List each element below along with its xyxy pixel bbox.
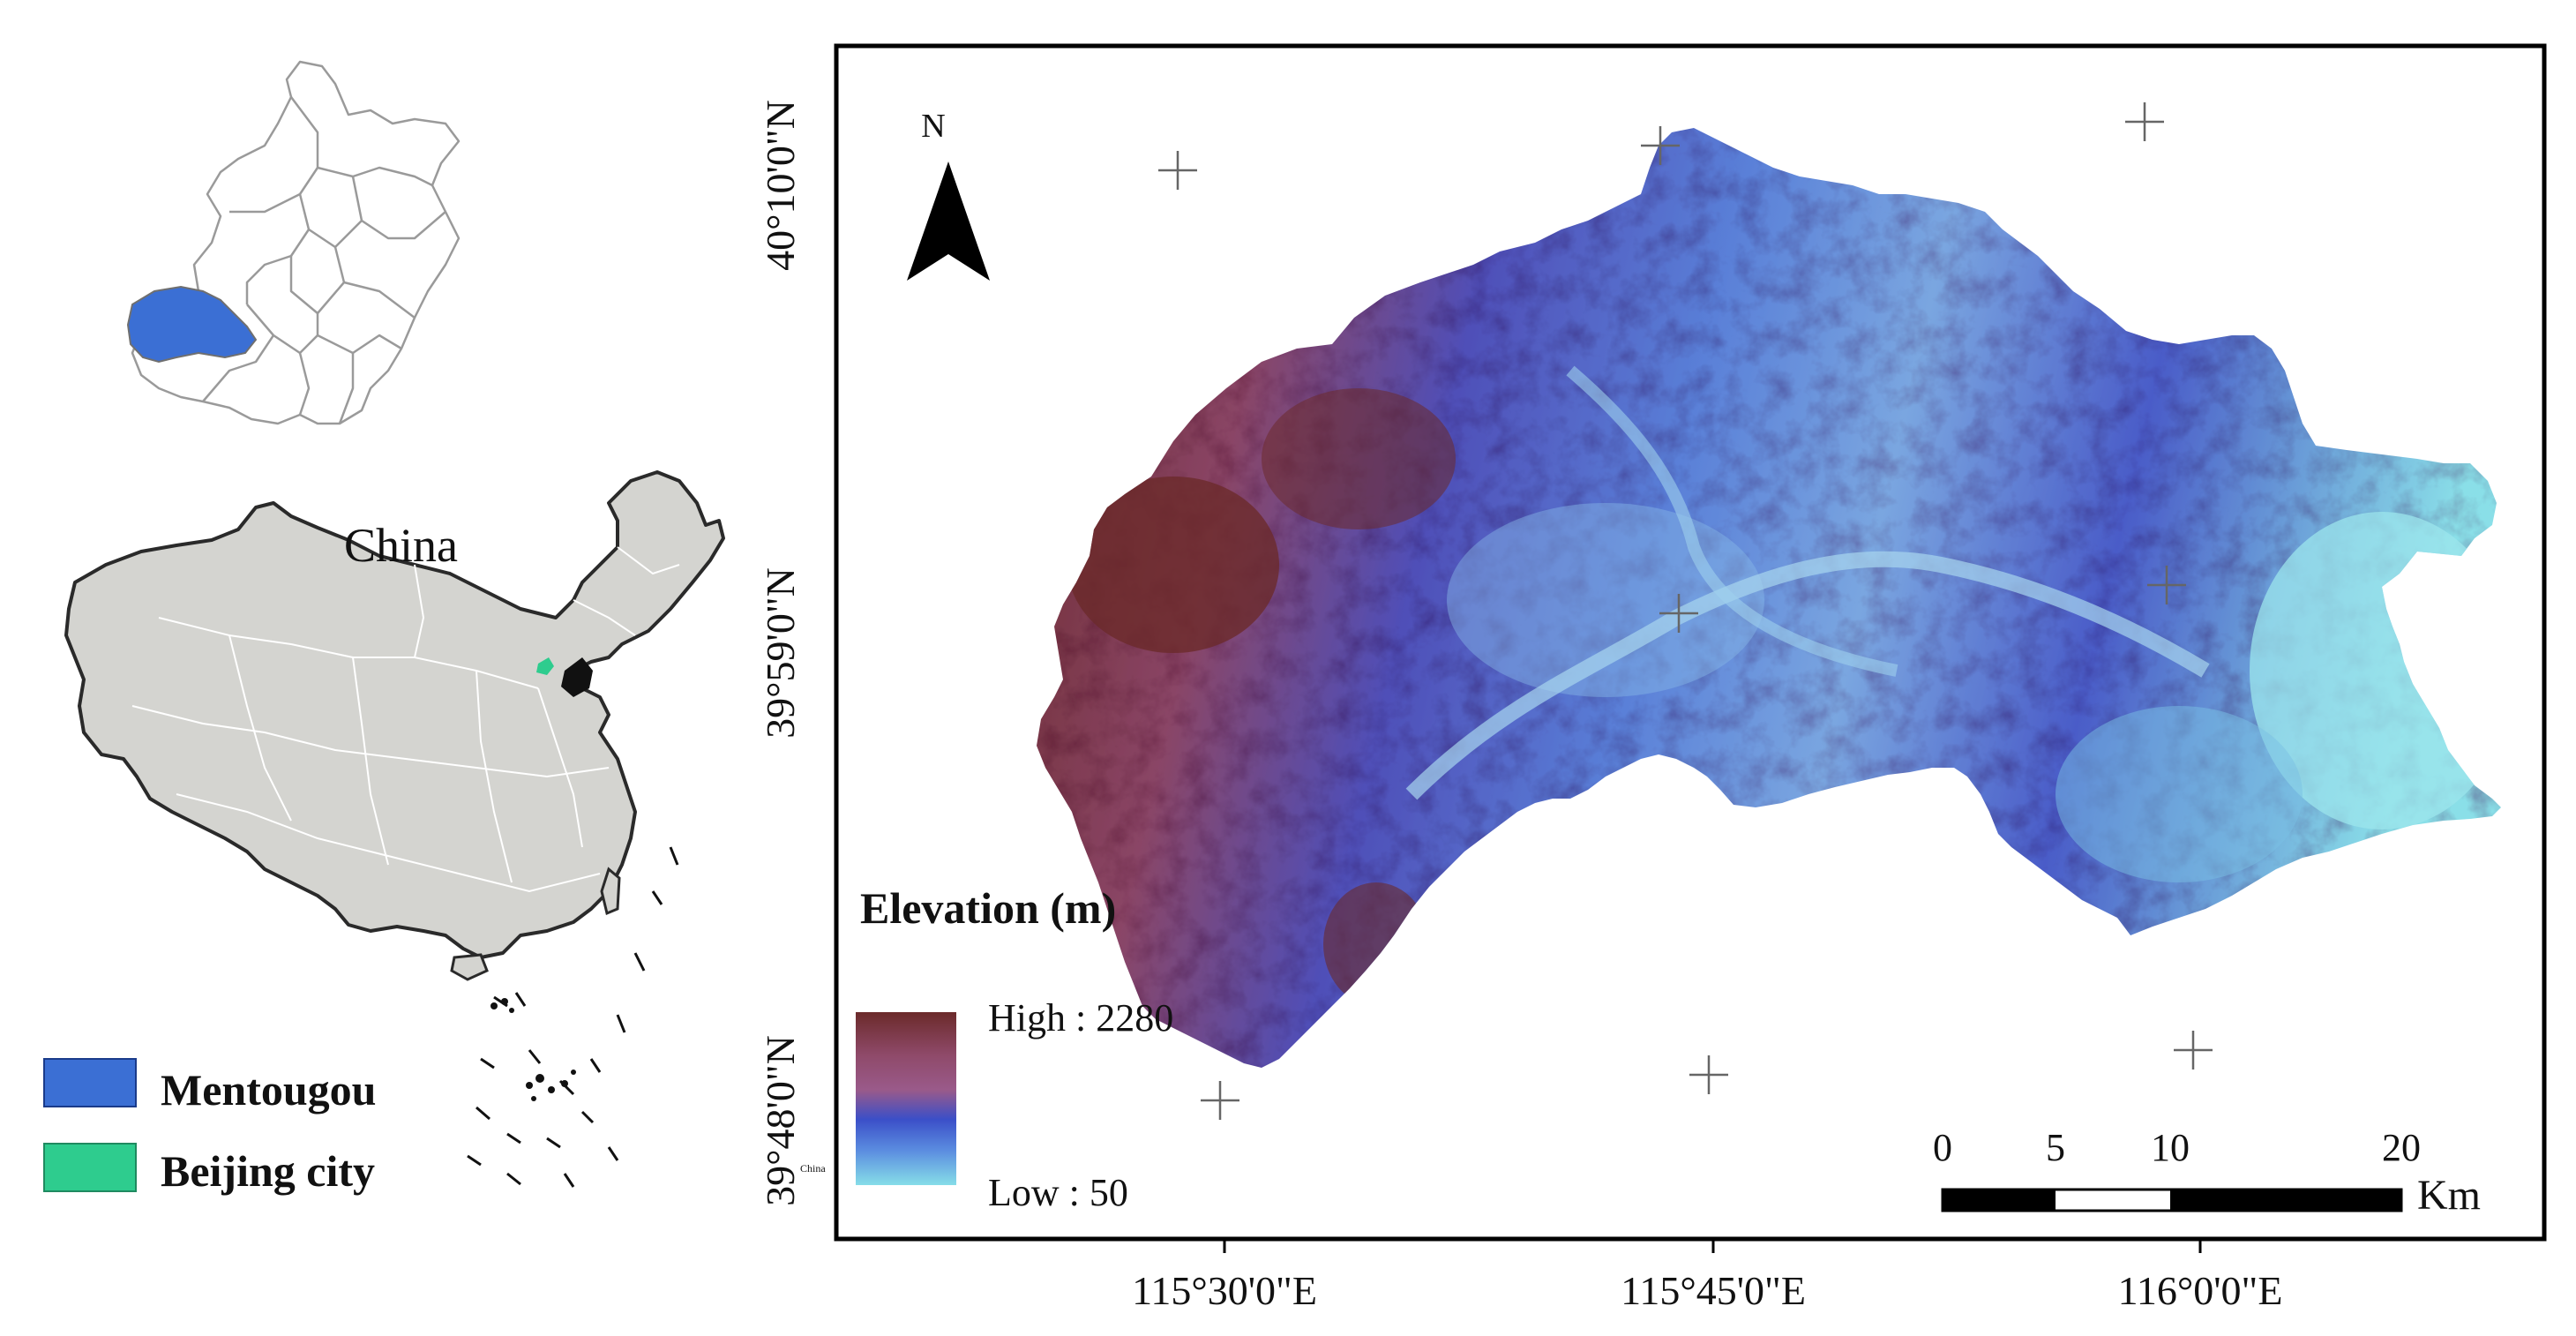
china-map (64, 470, 725, 1188)
china-province-lines (131, 546, 680, 893)
mentougou-legend-label: Mentougou (161, 1065, 376, 1115)
scale-tick-10: 10 (2151, 1126, 2190, 1169)
elevation-legend: Elevation (m) High : 2280 Low : 50 China (800, 883, 1173, 1214)
beijing-city-marker (536, 657, 554, 675)
china-small-label: China (800, 1162, 826, 1175)
hainan-island (450, 953, 489, 981)
scale-unit: Km (2417, 1172, 2481, 1219)
lon-label-115-30: 115°30'0"E (1132, 1268, 1317, 1313)
elevation-legend-title: Elevation (m) (860, 883, 1116, 933)
island-cluster (490, 998, 576, 1101)
elevation-low-label: Low : 50 (988, 1171, 1128, 1214)
mentougou-district (126, 285, 258, 364)
left-legend: Mentougou Beijing city (43, 1058, 376, 1196)
china-outline (64, 470, 725, 959)
latitude-labels: 40°10'0"N 39°59'0"N 39°48'0"N (758, 100, 803, 1206)
lon-label-116-0: 116°0'0"E (2118, 1268, 2283, 1313)
china-label: China (344, 519, 458, 572)
longitude-labels: 115°30'0"E 115°45'0"E 116°0'0"E (1132, 1239, 2282, 1313)
north-arrow: N (907, 108, 990, 281)
lon-label-115-45: 115°45'0"E (1621, 1268, 1806, 1313)
north-arrow-icon (907, 161, 990, 281)
south-china-sea-islands (467, 846, 679, 1188)
beijing-city-legend-label: Beijing city (161, 1146, 375, 1196)
graticule-crosses (1158, 102, 2213, 1120)
mentougou-swatch (43, 1058, 137, 1107)
scale-tick-20: 20 (2382, 1126, 2421, 1169)
elevation-high-label: High : 2280 (988, 996, 1173, 1040)
scale-tick-5: 5 (2046, 1126, 2065, 1169)
north-label: N (921, 108, 945, 145)
scale-tick-0: 0 (1933, 1126, 1952, 1169)
taiwan-island (600, 867, 621, 916)
beijing-outline (131, 60, 461, 425)
lat-label-39-59: 39°59'0"N (758, 567, 803, 739)
lat-label-40-10: 40°10'0"N (758, 100, 803, 271)
beijing-district-inset (131, 60, 461, 425)
lat-label-39-48: 39°48'0"N (758, 1035, 803, 1206)
elevation-color-ramp (856, 1012, 956, 1185)
scale-bar: 0 5 10 20 Km (1933, 1126, 2481, 1219)
beijing-city-swatch (43, 1143, 137, 1192)
bohai-sea (561, 657, 593, 697)
